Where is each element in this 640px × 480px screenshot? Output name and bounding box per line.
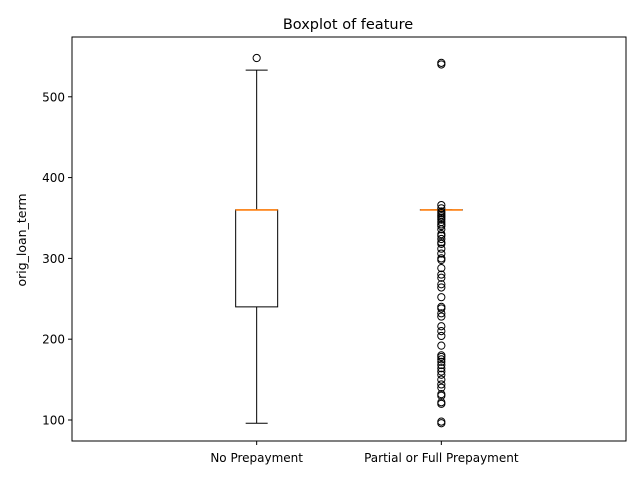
box-0 (235, 209, 279, 308)
outlier-point-1-25 (437, 293, 446, 302)
outlier-point-1-6 (437, 383, 446, 392)
y-tick-label-200: 200 (42, 333, 65, 347)
x-tick-label-0: No Prepayment (210, 451, 303, 465)
outlier-point-1-0 (437, 419, 446, 428)
outlier-point-1-24 (437, 302, 446, 311)
outlier-point-1-49 (437, 207, 446, 216)
outlier-point-1-50 (437, 204, 446, 213)
outlier-point-1-27 (437, 280, 446, 289)
outlier-point-1-36 (437, 238, 446, 247)
y-tick-label-500: 500 (42, 90, 65, 104)
y-tick-label-100: 100 (42, 413, 65, 427)
outlier-point-1-9 (437, 370, 446, 379)
plot-frame (71, 36, 627, 442)
outlier-point-1-18 (437, 331, 446, 341)
outlier-point-1-32 (437, 254, 446, 263)
chart-title: Boxplot of feature (283, 17, 413, 33)
y-tick-label-300: 300 (42, 252, 65, 266)
outlier-point-1-16 (437, 351, 446, 360)
outlier-point-0-0 (252, 53, 261, 63)
x-tick-label-1: Partial or Full Prepayment (364, 451, 519, 465)
outlier-point-1-8 (437, 375, 446, 384)
outlier-point-1-12 (437, 360, 446, 370)
outlier-point-1-22 (437, 309, 446, 318)
outlier-point-1-34 (437, 244, 446, 253)
outlier-point-1-1 (437, 417, 446, 426)
outlier-point-1-21 (437, 312, 446, 321)
outlier-point-1-19 (437, 327, 446, 336)
outlier-point-1-13 (437, 357, 446, 366)
outlier-point-1-39 (437, 230, 446, 239)
outlier-point-1-17 (437, 341, 446, 350)
outlier-point-1-20 (437, 322, 446, 331)
outlier-point-1-29 (437, 270, 446, 279)
box-group-0 (235, 53, 279, 424)
outlier-point-1-51 (437, 200, 446, 210)
outlier-point-1-37 (437, 234, 446, 244)
chart-marks (235, 53, 463, 428)
y-axis-label: orig_loan_term (14, 193, 29, 286)
outlier-point-1-53 (437, 58, 446, 67)
outlier-point-1-10 (437, 367, 446, 376)
outlier-point-1-30 (437, 263, 446, 273)
outlier-point-1-5 (437, 390, 446, 399)
outlier-point-1-3 (437, 398, 446, 407)
outlier-point-1-42 (437, 220, 446, 229)
outlier-point-1-26 (437, 283, 446, 292)
outlier-point-1-23 (437, 304, 446, 313)
outlier-point-1-33 (437, 249, 446, 258)
box-group-1 (419, 58, 463, 428)
outlier-point-1-11 (437, 364, 446, 373)
outlier-point-1-2 (437, 399, 446, 408)
outlier-point-1-7 (437, 380, 446, 389)
outlier-point-1-14 (437, 355, 446, 364)
outlier-point-1-52 (437, 60, 446, 69)
y-tick-label-400: 400 (42, 171, 65, 185)
axes: 100 200 300 400 500 No Prepayment Partial or F… (42, 36, 627, 465)
outlier-point-1-28 (437, 273, 446, 282)
